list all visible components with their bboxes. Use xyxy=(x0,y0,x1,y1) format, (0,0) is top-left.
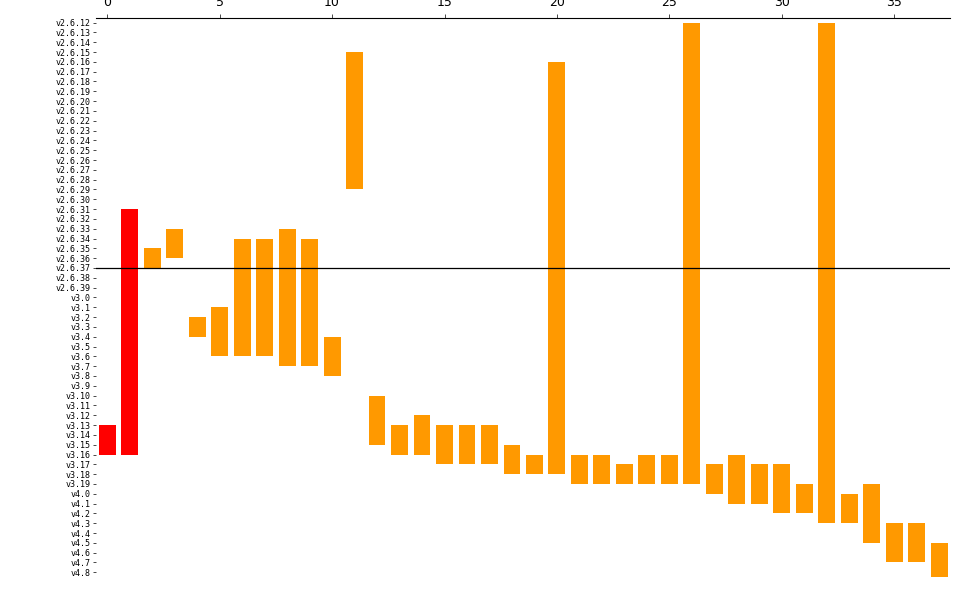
Bar xyxy=(233,239,251,356)
Bar xyxy=(751,464,768,504)
Bar xyxy=(841,494,857,523)
Bar xyxy=(347,52,363,190)
Bar xyxy=(99,425,115,455)
Bar xyxy=(774,464,790,514)
Bar xyxy=(481,425,498,464)
Bar xyxy=(121,209,138,455)
Bar xyxy=(211,307,228,356)
Bar xyxy=(684,22,700,484)
Bar xyxy=(391,425,408,455)
Bar xyxy=(886,523,902,562)
Bar xyxy=(638,455,656,484)
Bar xyxy=(278,229,296,366)
Bar xyxy=(931,543,948,582)
Bar xyxy=(706,464,723,494)
Bar xyxy=(908,523,925,562)
Bar xyxy=(863,484,880,543)
Bar xyxy=(660,455,678,484)
Bar xyxy=(369,396,386,445)
Bar xyxy=(616,464,633,484)
Bar xyxy=(593,455,611,484)
Bar xyxy=(818,22,835,523)
Bar xyxy=(436,425,453,464)
Bar xyxy=(414,415,430,455)
Bar xyxy=(256,239,273,356)
Bar xyxy=(189,317,205,337)
Bar xyxy=(796,484,813,514)
Bar xyxy=(144,249,160,268)
Bar xyxy=(324,337,341,376)
Bar xyxy=(548,62,565,474)
Bar xyxy=(459,425,475,464)
Bar xyxy=(301,239,318,366)
Bar xyxy=(504,445,520,474)
Bar xyxy=(166,229,183,258)
Bar xyxy=(526,455,542,474)
Bar xyxy=(571,455,588,484)
Bar xyxy=(729,455,745,504)
